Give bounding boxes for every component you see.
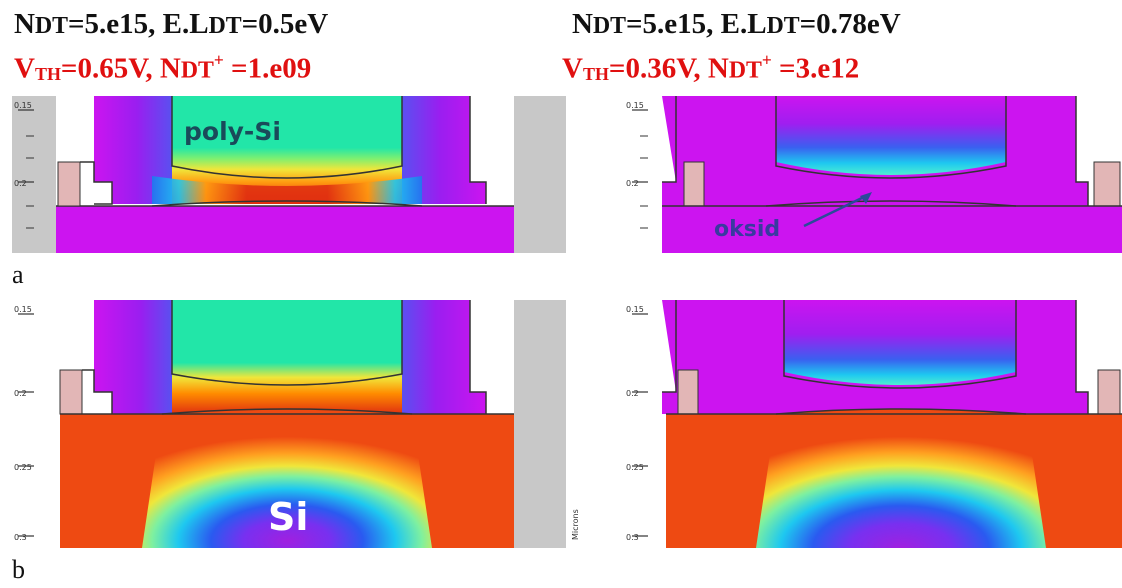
tick-label: 0.25 (14, 463, 32, 472)
tick-label: 0.15 (14, 101, 32, 110)
symbol-n: N (14, 8, 35, 40)
header-text: =0.36V, N (608, 52, 729, 85)
subscript-th: TH (34, 63, 61, 84)
superscript-plus: + (761, 50, 772, 70)
oksid-arrow (803, 194, 867, 228)
subscript-dt: DT (592, 13, 626, 39)
left-header-line1: NDT=5.e15, E.LDT=0.5eV (14, 10, 328, 39)
subscript-dt: DT (766, 13, 800, 39)
subscript-dt: DT (34, 13, 68, 39)
tick-label: 0.2 (626, 389, 639, 398)
header-text: =5.e15, E.L (625, 8, 767, 40)
tick-label: 0.2 (14, 179, 27, 188)
subscript-dt: DT (208, 13, 242, 39)
header-text: =5.e15, E.L (67, 8, 209, 40)
header-value: =0.78eV (799, 8, 901, 40)
simulation-panel-b-right: 0.15 0.2 0.25 0.3 Microns (566, 300, 1122, 548)
simulation-panel-b-left: 0.15 0.2 0.25 0.3 Si (12, 300, 514, 548)
arrow-head-icon (860, 192, 872, 204)
right-header-line2: VTH=0.36V, NDT+ =3.e12 (562, 50, 860, 85)
microns-axis-label: Microns (571, 509, 580, 540)
symbol-n: N (572, 8, 593, 40)
header-value: =3.e12 (771, 52, 860, 85)
tick-label: 0.2 (626, 179, 639, 188)
panel-divider-bottom (514, 300, 566, 548)
simulation-panel-a-left: 0.15 0.2 poly-Si (12, 96, 514, 253)
tick-label: 0.15 (626, 101, 644, 110)
symbol-v: V (562, 52, 583, 85)
header-value: =1.e09 (223, 52, 312, 85)
tick-label: 0.15 (14, 305, 32, 314)
tick-label: 0.3 (14, 533, 27, 542)
tick-label: 0.2 (14, 389, 27, 398)
simulation-panel-a-right: 0.15 0.2 oksid (566, 96, 1122, 253)
superscript-plus: + (213, 50, 224, 70)
subscript-dt: DT (180, 57, 214, 84)
tick-label: 0.25 (626, 463, 644, 472)
row-label-a: a (12, 260, 24, 289)
right-header-line1: NDT=5.e15, E.LDT=0.78eV (572, 10, 901, 39)
si-label: Si (268, 495, 308, 539)
tick-label: 0.3 (626, 533, 639, 542)
left-header-line2: VTH=0.65V, NDT+ =1.e09 (14, 50, 312, 85)
header-value: =0.5eV (241, 8, 329, 40)
tick-label: 0.15 (626, 305, 644, 314)
row-label-b: b (12, 555, 25, 584)
panel-divider-top (514, 96, 566, 253)
oksid-label: oksid (714, 217, 780, 242)
subscript-th: TH (582, 63, 609, 84)
subscript-dt: DT (728, 57, 762, 84)
poly-si-label: poly-Si (184, 117, 281, 146)
header-text: =0.65V, N (60, 52, 181, 85)
symbol-v: V (14, 52, 35, 85)
